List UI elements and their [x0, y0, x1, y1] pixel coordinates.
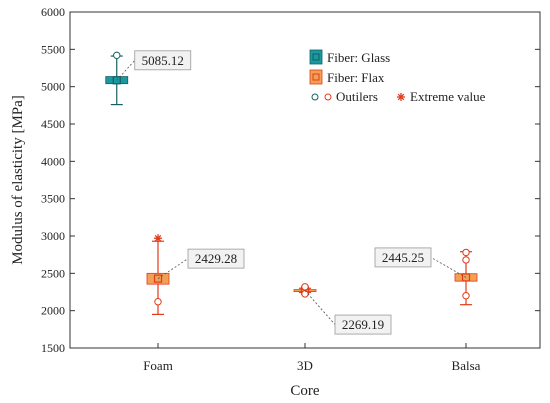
callout-box: [187, 248, 245, 269]
mean-data-label: 5085.12: [142, 53, 184, 68]
x-tick-label: Foam: [143, 358, 173, 373]
y-tick-label: 3000: [41, 229, 65, 243]
iqr-box: [454, 273, 478, 282]
legend-outliers-label: Outilers: [336, 89, 378, 104]
extreme-point: [154, 234, 162, 243]
outlier-point: [154, 298, 162, 306]
outlier-point: [462, 248, 470, 257]
mean-marker: [153, 274, 163, 283]
legend-swatch: [309, 49, 323, 65]
mean-data-label: 2269.19: [342, 317, 384, 332]
outlier-point: [462, 292, 470, 300]
x-tick-label: 3D: [297, 358, 313, 373]
legend-mean-marker: [312, 73, 320, 81]
legend-extreme-star-icon: [397, 93, 405, 101]
legend-outlier-flax-icon: [324, 93, 332, 101]
callout-leader: [430, 257, 467, 278]
y-tick-label: 4000: [41, 154, 65, 168]
y-tick-label: 4500: [41, 117, 65, 131]
mean-marker: [461, 273, 471, 282]
mean-data-label: 2445.25: [382, 250, 424, 265]
y-tick-label: 3500: [41, 192, 65, 206]
callout-leader: [304, 290, 336, 325]
y-tick-label: 2500: [41, 266, 65, 280]
legend-star-stroke: [397, 93, 405, 101]
y-tick-label: 2000: [41, 304, 65, 318]
x-axis-title: Core: [290, 383, 320, 399]
outlier-point: [301, 283, 309, 291]
y-tick-label: 1500: [41, 341, 65, 355]
legend-label: Fiber: Flax: [327, 70, 385, 85]
outlier-point: [462, 256, 470, 264]
extreme-point-stroke: [154, 234, 162, 242]
legend-swatch: [309, 69, 323, 85]
legend-outlier-glass-icon: [311, 93, 319, 101]
y-axis-title: Modulus of elasticity [MPa]: [10, 95, 26, 265]
callout-box: [334, 314, 392, 335]
legend-mean-marker: [312, 53, 320, 61]
iqr-box: [146, 272, 170, 285]
x-tick-label: Balsa: [452, 358, 481, 373]
legend-extreme-label: Extreme value: [410, 89, 486, 104]
mean-data-label: 2429.28: [195, 251, 237, 266]
mean-marker: [112, 76, 121, 85]
callout-leader: [116, 60, 136, 81]
box-foam-flax: [146, 234, 170, 315]
y-tick-label: 5000: [41, 80, 65, 94]
y-tick-label: 6000: [41, 5, 65, 19]
y-tick-label: 5500: [41, 42, 65, 56]
outlier-point: [113, 51, 121, 60]
callout-box: [134, 50, 192, 71]
callout-box: [374, 247, 432, 268]
box-balsa-flax: [454, 248, 478, 306]
outlier-point: [301, 290, 309, 298]
legend-label: Fiber: Glass: [327, 50, 390, 65]
